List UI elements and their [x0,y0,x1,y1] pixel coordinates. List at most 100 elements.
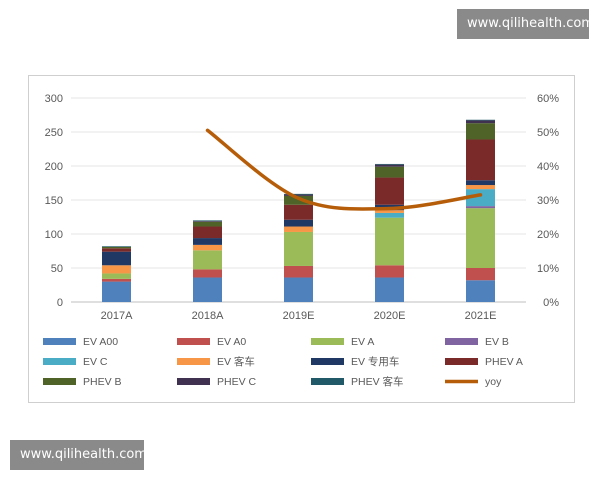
bar-phev-b-2021E [466,123,495,140]
legend-label: EV A00 [83,336,118,348]
bar-ev-a-2021E [466,208,495,268]
bar-ev-a00-2021E [466,280,495,302]
bar-ev-a00-2018A [193,277,222,302]
bar-ev-2021E [466,180,495,186]
bar-ev-2020E [375,210,404,213]
bar-ev-a0-2019E [284,265,313,278]
y-right-tick-label: 20% [537,229,559,241]
legend-swatch [43,358,76,365]
x-tick-label: 2021E [465,310,497,322]
bar-ev-c-2020E [375,212,404,218]
x-tick-label: 2017A [101,310,133,322]
watermark-bottom: www.qilihealth.com [10,440,147,470]
y-right-tick-label: 50% [537,127,559,139]
bar-phev-2017A [102,246,131,247]
chart-frame: 0 50 100 150 200 250 300 0% 10% 20% 30% 40% 50% 60% 20… [28,75,575,403]
x-tick-label: 2019E [283,310,315,322]
bar-ev-a00-2017A [102,281,131,302]
legend-item-phev-a: PHEV A [445,356,523,368]
legend: EV A00 EV A0 EV A EV B EV C EV 客车 EV 专用车 PHEV A… [43,336,523,388]
legend-label: PHEV 客车 [351,375,404,388]
bar-phev-2021E [466,119,495,121]
legend-label: EV C [83,356,108,368]
bar-ev-a0-2017A [102,278,131,282]
y-left-tick-label: 150 [45,195,63,207]
bar-ev-a-2019E [284,231,313,266]
bar-phev-c-2020E [375,164,404,167]
bar-ev-2017A [102,265,131,274]
bar-ev-a-2017A [102,273,131,279]
legend-swatch [177,338,210,345]
y-left-tick-label: 100 [45,229,63,241]
bar-ev-2019E [284,226,313,232]
bar-phev-c-2021E [466,120,495,124]
legend-label: PHEV C [217,376,257,388]
bar-ev-a-2020E [375,217,404,266]
bar-ev-2018A [193,238,222,245]
legend-item-phev-b: PHEV B [43,376,122,388]
bar-phev-c-2019E [284,194,313,196]
y-left-tick-label: 50 [51,263,63,275]
x-tick-label: 2018A [192,310,224,322]
bar-ev-b-2021E [466,206,495,209]
bar-ev-2019E [284,219,313,227]
bar-ev-a0-2018A [193,269,222,278]
bar-ev-a-2018A [193,250,222,270]
bar-ev-2021E [466,185,495,190]
y-left-tick-label: 0 [57,297,63,309]
bar-phev-a-2018A [193,226,222,239]
bar-phev-2020E [375,163,404,165]
legend-label: EV B [485,336,509,348]
bar-phev-a-2021E [466,139,495,181]
legend-label: PHEV B [83,376,122,388]
bar-series [102,119,495,302]
bar-phev-b-2019E [284,195,313,205]
legend-item-ev: EV 专用车 [311,355,399,368]
legend-swatch [43,338,76,345]
legend-label: EV A [351,336,374,348]
legend-item-phev: PHEV 客车 [311,375,404,388]
bar-phev-b-2017A [102,246,131,249]
legend-item-ev-a00: EV A00 [43,336,118,348]
legend-item-phev-c: PHEV C [177,376,257,388]
legend-item-ev-b: EV B [445,336,509,348]
legend-item-ev-a: EV A [311,336,374,348]
legend-label: yoy [485,376,502,388]
legend-item-yoy: yoy [445,376,502,388]
bar-phev-2019E [284,193,313,195]
legend-label: EV 客车 [217,355,255,368]
y-left-tick-label: 300 [45,93,63,105]
x-tick-label: 2020E [374,310,406,322]
bar-ev-a00-2019E [284,277,313,302]
legend-item-ev-c: EV C [43,356,108,368]
legend-label: EV A0 [217,336,246,348]
y-right-tick-label: 60% [537,93,559,105]
bar-ev-a00-2020E [375,277,404,302]
legend-label: EV 专用车 [351,355,399,368]
y-right-tick-label: 40% [537,161,559,173]
legend-swatch [445,358,478,365]
legend-swatch [445,338,478,345]
bar-phev-a-2019E [284,204,313,220]
legend-label: PHEV A [485,356,523,368]
legend-swatch [177,358,210,365]
stacked-bar-chart: 0 50 100 150 200 250 300 0% 10% 20% 30% 40% 50% 60% 20… [43,93,560,388]
y-right-tick-label: 10% [537,263,559,275]
bar-ev-2018A [193,244,222,251]
bar-phev-c-2018A [193,221,222,222]
bar-phev-a-2017A [102,248,131,252]
yoy-line [205,128,483,211]
bar-ev-a0-2020E [375,265,404,278]
legend-item-ev: EV 客车 [177,355,255,368]
legend-swatch [311,378,344,385]
bar-phev-2018A [193,220,222,222]
legend-swatch [311,358,344,365]
bar-phev-b-2018A [193,221,222,227]
axis-labels: 0 50 100 150 200 250 300 0% 10% 20% 30% 40% 50% 60% 20… [45,93,560,322]
yoy-line-layer [205,128,483,211]
bar-phev-a-2020E [375,177,404,205]
bar-phev-b-2020E [375,166,404,178]
legend-item-ev-a0: EV A0 [177,336,246,348]
legend-swatch [177,378,210,385]
bar-ev-c-2021E [466,189,495,207]
